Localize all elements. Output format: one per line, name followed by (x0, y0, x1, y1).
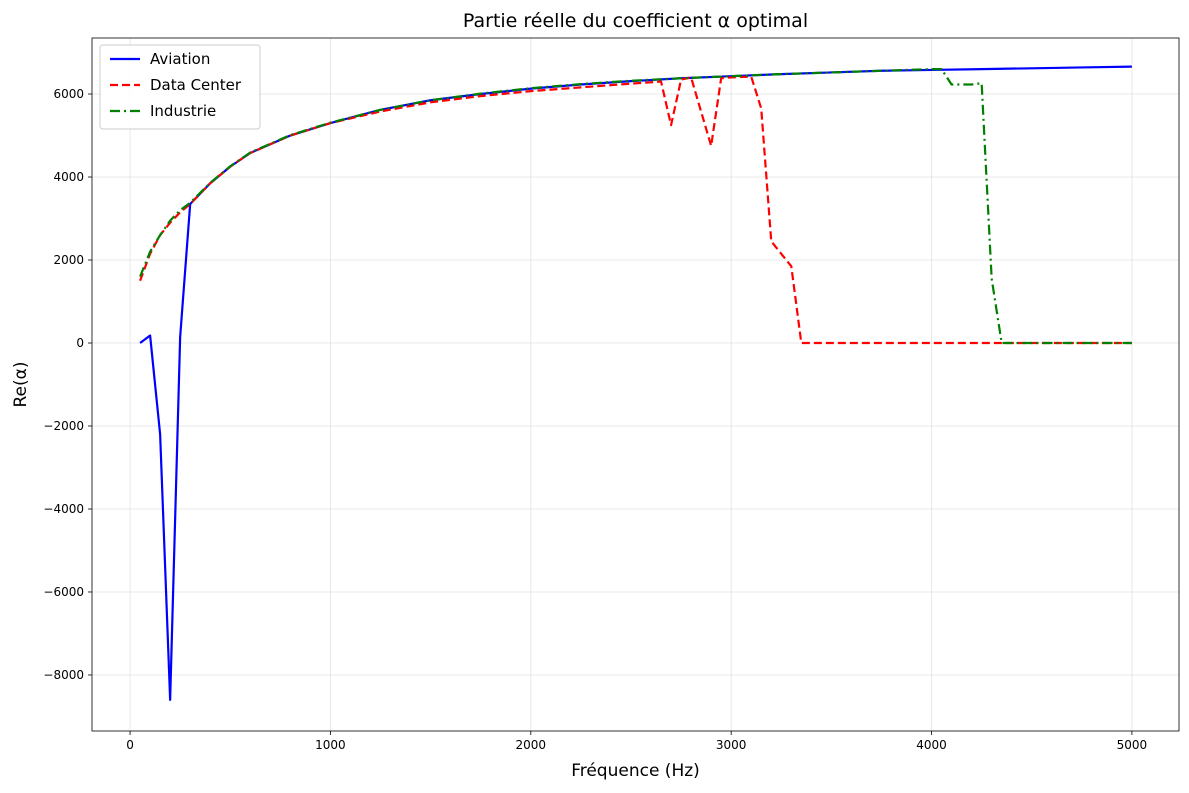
x-tick-label: 0 (126, 738, 134, 752)
y-tick-label: −4000 (43, 502, 84, 516)
x-tick-label: 4000 (916, 738, 947, 752)
x-tick-label: 2000 (516, 738, 547, 752)
x-axis: 0 1000 2000 3000 4000 5000 (126, 731, 1147, 752)
grid (92, 38, 1179, 731)
legend-label: Data Center (150, 76, 242, 94)
series-line-industrie (139, 68, 1132, 345)
legend-item: Aviation (110, 50, 210, 68)
series-lines (139, 65, 1132, 701)
y-tick-label: −6000 (43, 585, 84, 599)
legend-label: Industrie (150, 102, 216, 120)
y-axis-title: Re(α) (11, 362, 31, 408)
plot-frame (91, 37, 1180, 732)
chart-title: Partie réelle du coefficient α optimal (463, 10, 808, 32)
x-axis-title: Fréquence (Hz) (571, 761, 700, 781)
y-tick-label: 0 (76, 336, 84, 350)
series-line-data-center (139, 75, 1132, 345)
legend-item: Data Center (110, 76, 242, 94)
x-tick-label: 1000 (315, 738, 346, 752)
series-line-aviation (139, 65, 1132, 701)
legend-box (99, 44, 261, 130)
y-tick-label: −2000 (43, 419, 84, 433)
x-tick-label: 5000 (1117, 738, 1148, 752)
legend-item: Industrie (110, 102, 216, 120)
y-tick-label: 4000 (53, 170, 84, 184)
y-tick-label: 2000 (53, 253, 84, 267)
y-tick-label: 6000 (53, 87, 84, 101)
x-tick-label: 3000 (716, 738, 747, 752)
legend: Aviation Data Center Industrie (99, 44, 261, 130)
y-axis: −8000 −6000 −4000 −2000 0 2000 4000 6000 (43, 87, 92, 682)
legend-label: Aviation (150, 50, 210, 68)
y-tick-label: −8000 (43, 668, 84, 682)
